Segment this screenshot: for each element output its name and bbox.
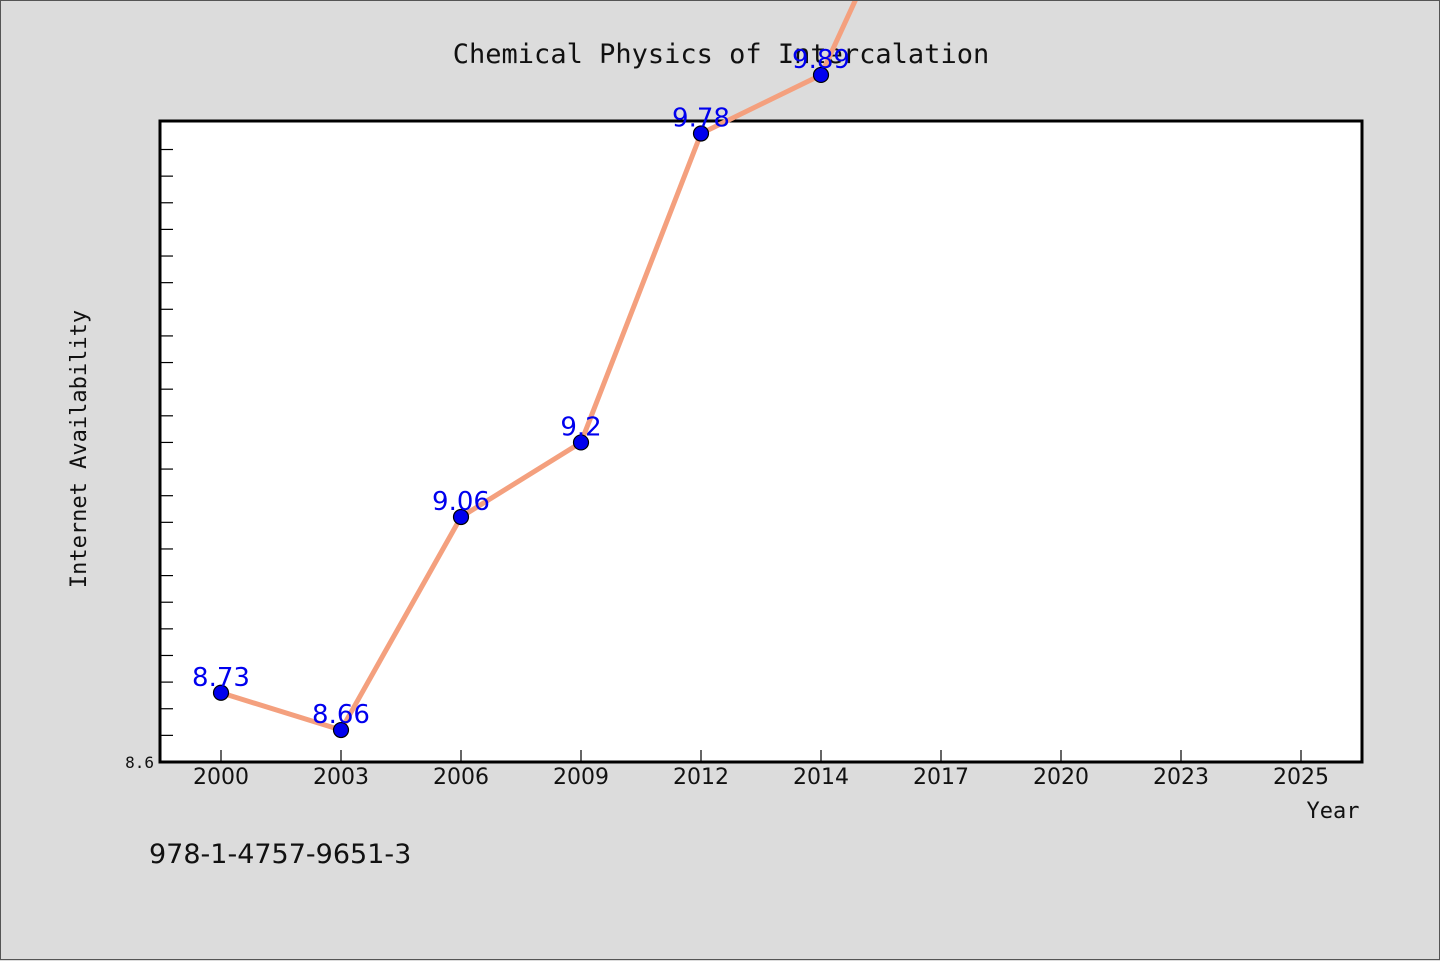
y-tick-label: 8.6 bbox=[125, 753, 154, 772]
y-axis-label: Internet Availability bbox=[67, 310, 92, 588]
data-point bbox=[692, 125, 710, 142]
x-axis-label: Year bbox=[1307, 799, 1360, 824]
series-markers bbox=[212, 66, 830, 739]
x-tick-label: 2012 bbox=[673, 765, 729, 790]
data-label: 9.78 bbox=[672, 104, 730, 134]
data-label: 8.73 bbox=[192, 663, 250, 693]
x-tick-label: 2006 bbox=[433, 765, 489, 790]
data-point bbox=[572, 434, 590, 451]
data-point bbox=[332, 721, 350, 739]
series-line bbox=[220, 1, 858, 733]
x-tick-label: 2000 bbox=[193, 765, 249, 790]
data-label: 8.66 bbox=[312, 700, 370, 730]
data-point bbox=[212, 684, 230, 701]
x-axis-ticks: 2000 2003 2006 2009 2012 2014 2017 2020 2023 2025 bbox=[193, 750, 1329, 790]
data-labels: 8.738.669.069.29.789.8910.3810.2910.5710… bbox=[192, 45, 850, 730]
data-point bbox=[812, 66, 830, 84]
data-label: 9.2 bbox=[560, 412, 601, 442]
plot-area bbox=[158, 119, 1364, 764]
x-tick-label: 2003 bbox=[313, 765, 369, 790]
y-axis-ticks: 8.6 bbox=[125, 148, 173, 772]
x-tick-label: 2023 bbox=[1153, 765, 1209, 790]
isbn-text: 978-1-4757-9651-3 bbox=[149, 839, 411, 870]
chart-title: Chemical Physics of Intercalation bbox=[453, 39, 989, 70]
data-point bbox=[452, 508, 470, 526]
x-tick-label: 2020 bbox=[1033, 765, 1089, 790]
x-tick-label: 2014 bbox=[793, 765, 849, 790]
data-label: 9.06 bbox=[432, 487, 490, 517]
x-tick-label: 2025 bbox=[1273, 765, 1329, 790]
data-label: 9.89 bbox=[792, 45, 850, 75]
x-tick-label: 2009 bbox=[553, 765, 609, 790]
x-tick-label: 2017 bbox=[913, 765, 969, 790]
